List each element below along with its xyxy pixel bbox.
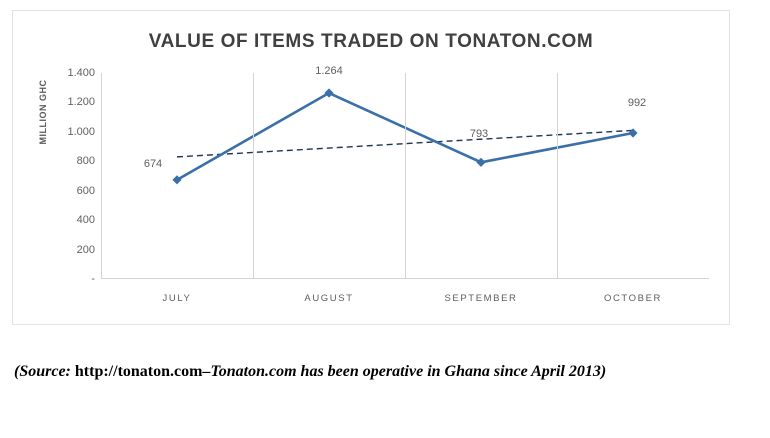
category-gridline — [405, 73, 406, 279]
y-tick-label: 800 — [76, 155, 95, 168]
caption-prefix: (Source: — [14, 363, 71, 380]
caption-rest: –Tonaton.com has been operative in Ghana… — [202, 363, 607, 380]
y-tick-label: 1.200 — [67, 96, 95, 109]
data-point-marker — [628, 128, 638, 138]
y-tick-label: 1.000 — [67, 125, 95, 138]
data-point-marker — [324, 88, 334, 98]
y-axis-line — [101, 73, 102, 279]
y-axis-tick-labels: - 200 400 600 800 1.000 1.200 1.400 — [43, 67, 95, 285]
data-point-marker — [172, 175, 182, 185]
data-point-label: 793 — [469, 128, 489, 141]
x-category-label: SEPTEMBER — [444, 293, 518, 304]
y-tick-label: - — [91, 273, 95, 285]
x-category-label: OCTOBER — [603, 293, 662, 304]
source-caption: (Source: http://tonaton.com–Tonaton.com … — [14, 360, 750, 383]
plot-area: 674 1.264 793 992 — [101, 65, 709, 279]
data-point-label: 674 — [143, 157, 163, 170]
data-point-label: 1.264 — [315, 65, 343, 78]
y-tick-label: 400 — [76, 214, 95, 227]
data-point-marker — [476, 157, 486, 167]
category-gridline — [557, 73, 558, 279]
x-category-label: AUGUST — [304, 293, 354, 304]
x-category-label: JULY — [162, 293, 192, 304]
y-tick-label: 200 — [76, 243, 95, 256]
x-axis-category-labels: JULY AUGUST SEPTEMBER OCTOBER — [101, 293, 709, 311]
caption-url: http://tonaton.com — [74, 363, 203, 380]
category-gridline — [253, 73, 254, 279]
y-tick-label: 600 — [76, 184, 95, 197]
data-point-label: 992 — [627, 97, 647, 110]
y-tick-label: 1.400 — [67, 67, 95, 79]
chart-figure: VALUE OF ITEMS TRADED ON TONATON.COM MIL… — [12, 10, 730, 325]
chart-title: VALUE OF ITEMS TRADED ON TONATON.COM — [148, 31, 594, 52]
